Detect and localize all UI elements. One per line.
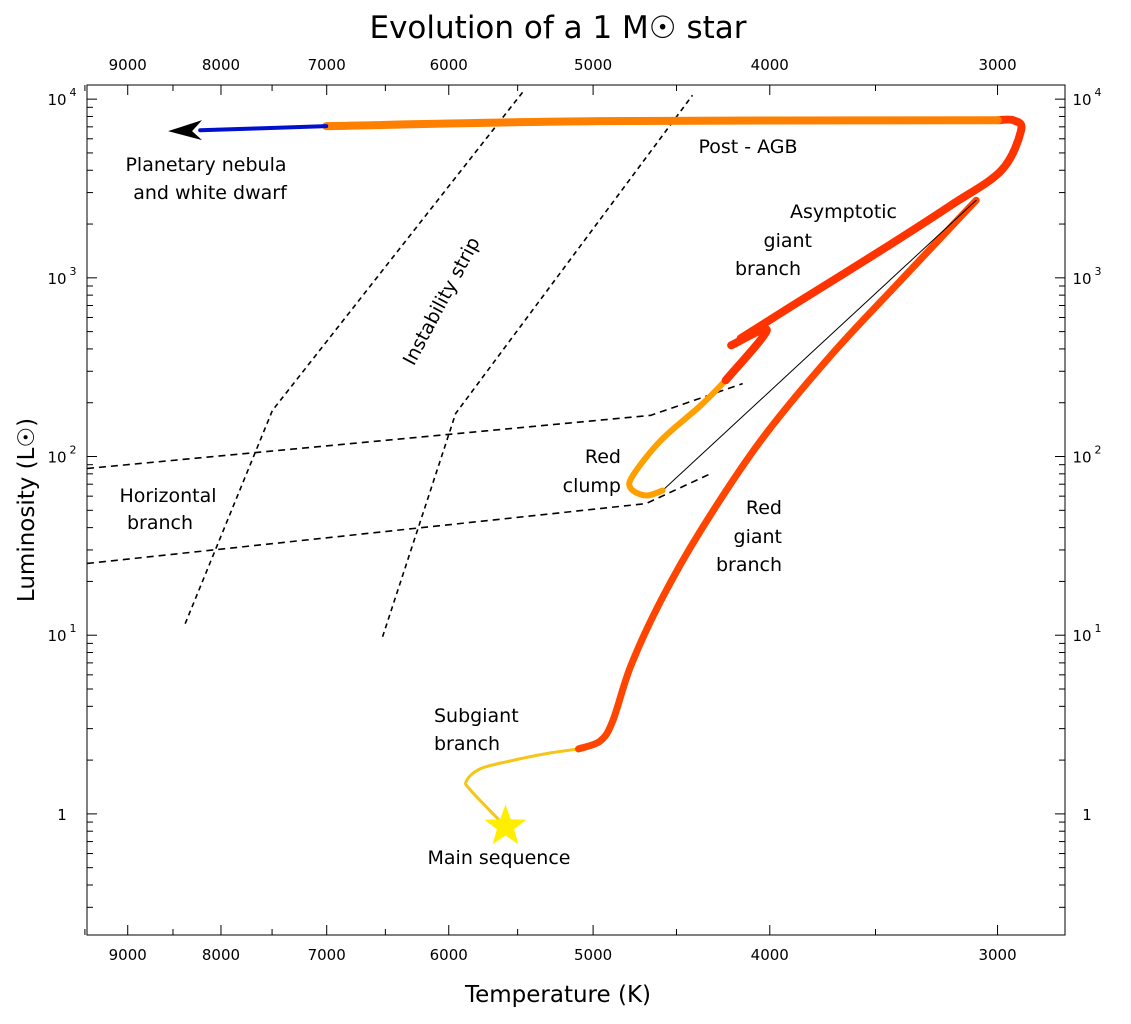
y-tick-label-left: 10 3 xyxy=(47,265,76,288)
y-tick-label-left: 1 xyxy=(57,806,67,824)
x-tick-label-top: 7000 xyxy=(308,56,346,74)
x-tick-label-bottom: 6000 xyxy=(430,946,468,964)
x-tick-label-bottom: 3000 xyxy=(978,946,1016,964)
track-segment-2-line xyxy=(662,199,977,492)
y-tick-label-left: 10 2 xyxy=(47,444,76,467)
x-tick-label-top: 3000 xyxy=(978,56,1016,74)
label-white-dwarf: and white dwarf xyxy=(133,182,288,204)
x-tick-label-bottom: 9000 xyxy=(109,946,147,964)
x-tick-label-top: 9000 xyxy=(109,56,147,74)
instability-strip-boundary xyxy=(184,91,524,624)
y-tick-label-right: 10 3 xyxy=(1072,265,1101,288)
annotations: Planetary nebula and white dwarf Post - … xyxy=(119,136,897,869)
label-post-agb: Post - AGB xyxy=(698,136,797,158)
label-red-clump-1: Red xyxy=(585,446,621,468)
x-tick-label-top: 6000 xyxy=(430,56,468,74)
x-tick-label-top: 8000 xyxy=(202,56,240,74)
y-tick-label-right: 10 1 xyxy=(1072,622,1101,645)
x-tick-label-bottom: 7000 xyxy=(308,946,346,964)
asymptotic-giant-branch-line xyxy=(736,115,1026,343)
y-tick-label-right: 1 xyxy=(1082,806,1092,824)
x-tick-label-bottom: 8000 xyxy=(202,946,240,964)
label-horizontal: Horizontal xyxy=(119,485,216,507)
y-tick-label-left: 10 4 xyxy=(47,86,76,109)
label-subgiant-1: Subgiant xyxy=(434,705,519,727)
instability-strip-boundary xyxy=(381,94,694,638)
post-agb-line xyxy=(322,116,1002,131)
chart-title: Evolution of a 1 M☉ star xyxy=(370,10,747,46)
label-main-sequence: Main sequence xyxy=(428,847,571,869)
label-horizontal-branch: branch xyxy=(127,512,193,534)
label-rgb-3: branch xyxy=(716,554,782,576)
arrowhead-icon xyxy=(168,120,203,141)
label-rgb-2: giant xyxy=(734,526,782,548)
x-tick-label-bottom: 4000 xyxy=(751,946,789,964)
y-axis-title: Luminosity (L☉) xyxy=(14,418,40,602)
subgiant-branch-line xyxy=(464,747,581,829)
x-tick-label-top: 5000 xyxy=(574,56,612,74)
plot-frame xyxy=(86,84,1066,936)
x-tick-label-bottom: 5000 xyxy=(574,946,612,964)
main-sequence-star-icon xyxy=(484,804,527,845)
planetary-nebula-and-white-dwarf-line xyxy=(198,124,329,133)
y-tick-label-left: 10 1 xyxy=(47,622,76,645)
label-agb-1: Asymptotic xyxy=(790,201,897,223)
label-subgiant-2: branch xyxy=(434,733,500,755)
y-tick-label-right: 10 4 xyxy=(1072,86,1101,109)
label-instability-strip: Instability strip xyxy=(399,233,485,369)
label-rgb-1: Red xyxy=(746,497,782,519)
y-tick-label-right: 10 2 xyxy=(1072,444,1101,467)
label-agb-2: giant xyxy=(764,230,812,252)
red-giant-branch-line xyxy=(575,196,980,753)
label-planetary-nebula: Planetary nebula xyxy=(125,154,286,176)
horizontal-branch-boundary xyxy=(86,382,743,470)
red-clump-line xyxy=(626,377,729,499)
x-axis-title: Temperature (K) xyxy=(464,982,651,1008)
label-agb-3: branch xyxy=(735,258,801,280)
x-tick-label-top: 4000 xyxy=(751,56,789,74)
label-red-clump-2: clump xyxy=(563,475,621,497)
